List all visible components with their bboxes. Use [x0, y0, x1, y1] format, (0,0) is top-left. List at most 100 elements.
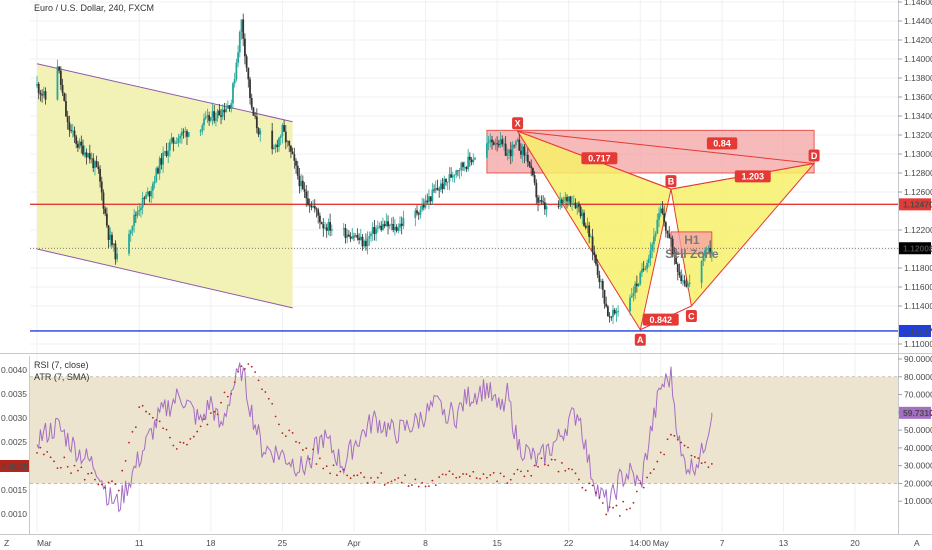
- candle[interactable]: [460, 161, 463, 177]
- ratio-label[interactable]: 1.203: [734, 170, 771, 183]
- channel-lower-line[interactable]: [36, 248, 293, 309]
- candle[interactable]: [242, 13, 245, 47]
- candle[interactable]: [658, 207, 660, 228]
- candle[interactable]: [249, 76, 251, 105]
- candle[interactable]: [102, 189, 105, 215]
- candle[interactable]: [630, 288, 633, 298]
- candle[interactable]: [301, 175, 304, 190]
- candle[interactable]: [36, 76, 38, 89]
- candle[interactable]: [709, 240, 712, 258]
- candle[interactable]: [492, 140, 495, 146]
- candle[interactable]: [489, 133, 492, 148]
- candle[interactable]: [664, 220, 667, 238]
- candle[interactable]: [681, 273, 684, 286]
- candle[interactable]: [179, 133, 182, 144]
- price-pane[interactable]: 0.717 0.84 1.203 0.842: [30, 13, 898, 332]
- candle[interactable]: [59, 66, 62, 91]
- candle[interactable]: [426, 193, 429, 205]
- candle[interactable]: [586, 217, 589, 234]
- candle[interactable]: [388, 223, 391, 230]
- candle[interactable]: [112, 242, 115, 252]
- candle[interactable]: [518, 133, 521, 151]
- candle[interactable]: [184, 126, 187, 138]
- candle[interactable]: [387, 215, 389, 235]
- candle[interactable]: [271, 122, 274, 155]
- candle[interactable]: [80, 135, 83, 154]
- candle[interactable]: [392, 216, 395, 233]
- candle[interactable]: [358, 233, 360, 245]
- candle[interactable]: [177, 133, 180, 148]
- candle[interactable]: [170, 132, 173, 145]
- candle[interactable]: [361, 234, 364, 251]
- candle[interactable]: [344, 223, 347, 244]
- pattern-point-d[interactable]: D: [808, 149, 820, 162]
- candle[interactable]: [603, 289, 606, 309]
- candle[interactable]: [376, 220, 379, 233]
- candle[interactable]: [501, 135, 504, 148]
- atr-dots[interactable]: [36, 363, 713, 517]
- candle[interactable]: [509, 141, 512, 165]
- candle[interactable]: [82, 139, 84, 157]
- candle[interactable]: [44, 87, 47, 105]
- candle[interactable]: [354, 233, 357, 238]
- candle[interactable]: [228, 105, 231, 112]
- candle[interactable]: [642, 260, 645, 272]
- oscillator-pane[interactable]: [30, 362, 898, 517]
- candle[interactable]: [710, 247, 713, 262]
- candle[interactable]: [656, 213, 659, 235]
- candle[interactable]: [419, 205, 422, 219]
- candle[interactable]: [99, 165, 101, 188]
- candle[interactable]: [109, 227, 112, 248]
- candle[interactable]: [496, 136, 499, 152]
- candle[interactable]: [56, 59, 59, 101]
- candle[interactable]: [516, 137, 519, 143]
- candle[interactable]: [707, 245, 710, 254]
- candle[interactable]: [368, 231, 371, 246]
- ratio-label[interactable]: 0.842: [642, 313, 679, 326]
- candle[interactable]: [105, 207, 108, 228]
- candle[interactable]: [428, 189, 430, 210]
- candle[interactable]: [346, 228, 349, 244]
- candle[interactable]: [111, 231, 113, 248]
- candle[interactable]: [584, 222, 587, 230]
- candle[interactable]: [687, 281, 689, 290]
- candle[interactable]: [92, 153, 95, 172]
- candle[interactable]: [559, 192, 562, 210]
- candle[interactable]: [327, 218, 330, 236]
- candle[interactable]: [463, 161, 466, 172]
- candle[interactable]: [162, 146, 165, 174]
- candle[interactable]: [163, 150, 166, 156]
- candle[interactable]: [77, 140, 79, 153]
- candle[interactable]: [421, 197, 424, 212]
- candle[interactable]: [600, 278, 602, 290]
- candle[interactable]: [533, 171, 536, 186]
- candle[interactable]: [235, 58, 238, 82]
- candle[interactable]: [209, 116, 212, 123]
- candle[interactable]: [700, 260, 703, 289]
- candle[interactable]: [259, 128, 262, 142]
- candle[interactable]: [666, 230, 669, 239]
- candle[interactable]: [330, 224, 333, 236]
- candle[interactable]: [397, 223, 400, 234]
- candle[interactable]: [468, 152, 471, 167]
- candle[interactable]: [514, 140, 517, 149]
- time-axis[interactable]: Mar 11 18 25 Apr 8 15 22 14:00 May 7 13 20: [37, 538, 860, 548]
- candle[interactable]: [560, 197, 563, 209]
- candle[interactable]: [393, 219, 396, 236]
- candle[interactable]: [538, 195, 541, 206]
- candle[interactable]: [525, 152, 527, 161]
- candle[interactable]: [174, 140, 176, 145]
- candle[interactable]: [70, 124, 72, 134]
- candle[interactable]: [653, 228, 655, 253]
- candle[interactable]: [578, 201, 580, 213]
- candle[interactable]: [395, 224, 398, 233]
- candle[interactable]: [375, 225, 378, 242]
- candle[interactable]: [143, 195, 146, 206]
- candle[interactable]: [133, 208, 136, 233]
- candle[interactable]: [540, 195, 543, 205]
- candle[interactable]: [226, 100, 229, 109]
- candle[interactable]: [434, 180, 437, 194]
- candle[interactable]: [439, 179, 442, 193]
- candle[interactable]: [366, 231, 369, 255]
- candle[interactable]: [605, 296, 608, 308]
